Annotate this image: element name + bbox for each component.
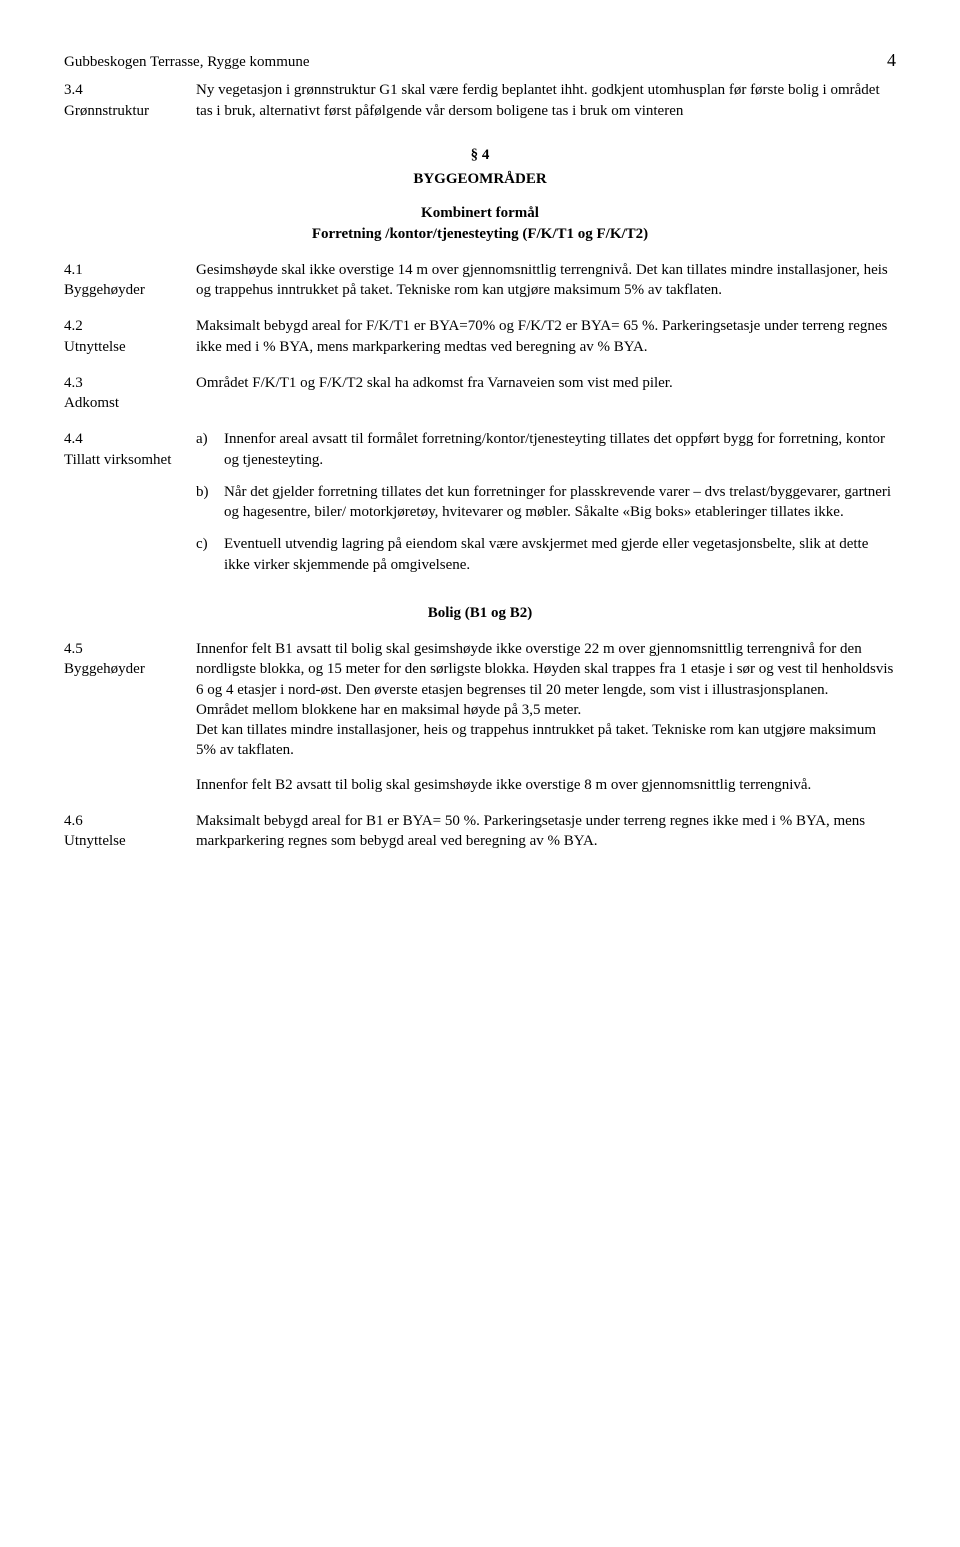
list-marker: c) xyxy=(196,534,224,575)
list-item-text: Innenfor areal avsatt til formålet forre… xyxy=(224,429,896,470)
section-label: Grønnstruktur xyxy=(64,101,184,121)
section-text: Ny vegetasjon i grønnstruktur G1 skal væ… xyxy=(196,80,896,121)
list-item-b: b) Når det gjelder forretning tillates d… xyxy=(196,482,896,523)
section-number: 4.4 xyxy=(64,429,184,449)
section-text-p3: Det kan tillates mindre installasjoner, … xyxy=(196,720,896,761)
section-4-2: 4.2 Utnyttelse Maksimalt bebygd areal fo… xyxy=(64,316,896,357)
section-label: Byggehøyder xyxy=(64,280,184,300)
list-item-text: Eventuell utvendig lagring på eiendom sk… xyxy=(224,534,896,575)
section-text-p2: Området mellom blokkene har en maksimal … xyxy=(196,700,896,720)
header-title: Gubbeskogen Terrasse, Rygge kommune xyxy=(64,52,310,72)
section-text-p1: Innenfor felt B1 avsatt til bolig skal g… xyxy=(196,639,896,700)
section-number: 4.5 xyxy=(64,639,184,659)
section-4-sub2: Forretning /kontor/tjenesteyting (F/K/T1… xyxy=(64,224,896,244)
list-item-c: c) Eventuell utvendig lagring på eiendom… xyxy=(196,534,896,575)
section-label: Adkomst xyxy=(64,393,184,413)
section-4-5: 4.5 Byggehøyder Innenfor felt B1 avsatt … xyxy=(64,639,896,795)
section-4-sub1: Kombinert formål xyxy=(64,203,896,223)
list-item-text: Når det gjelder forretning tillates det … xyxy=(224,482,896,523)
section-label: Byggehøyder xyxy=(64,659,184,679)
section-3-4: 3.4 Grønnstruktur Ny vegetasjon i grønns… xyxy=(64,80,896,121)
section-number: 4.3 xyxy=(64,373,184,393)
section-label: Utnyttelse xyxy=(64,831,184,851)
bolig-heading: Bolig (B1 og B2) xyxy=(64,603,896,623)
page-number: 4 xyxy=(887,48,896,72)
section-number: 4.1 xyxy=(64,260,184,280)
list-marker: a) xyxy=(196,429,224,470)
list-marker: b) xyxy=(196,482,224,523)
section-4-heading: § 4 xyxy=(64,145,896,165)
section-4-title: BYGGEOMRÅDER xyxy=(64,169,896,189)
section-text: Maksimalt bebygd areal for B1 er BYA= 50… xyxy=(196,811,896,852)
list-item-a: a) Innenfor areal avsatt til formålet fo… xyxy=(196,429,896,470)
section-number: 4.6 xyxy=(64,811,184,831)
section-label: Utnyttelse xyxy=(64,337,184,357)
section-text-p4: Innenfor felt B2 avsatt til bolig skal g… xyxy=(196,775,896,795)
section-4-3: 4.3 Adkomst Området F/K/T1 og F/K/T2 ska… xyxy=(64,373,896,414)
section-4-4: 4.4 Tillatt virksomhet a) Innenfor areal… xyxy=(64,429,896,587)
section-4-6: 4.6 Utnyttelse Maksimalt bebygd areal fo… xyxy=(64,811,896,852)
section-text: Gesimshøyde skal ikke overstige 14 m ove… xyxy=(196,260,896,301)
section-text: Området F/K/T1 og F/K/T2 skal ha adkomst… xyxy=(196,373,896,393)
page-header: Gubbeskogen Terrasse, Rygge kommune 4 xyxy=(64,48,896,72)
section-number: 4.2 xyxy=(64,316,184,336)
section-4-1: 4.1 Byggehøyder Gesimshøyde skal ikke ov… xyxy=(64,260,896,301)
section-number: 3.4 xyxy=(64,80,184,100)
section-4-block: § 4 BYGGEOMRÅDER Kombinert formål Forret… xyxy=(64,145,896,244)
section-label: Tillatt virksomhet xyxy=(64,450,184,470)
section-text: Maksimalt bebygd areal for F/K/T1 er BYA… xyxy=(196,316,896,357)
